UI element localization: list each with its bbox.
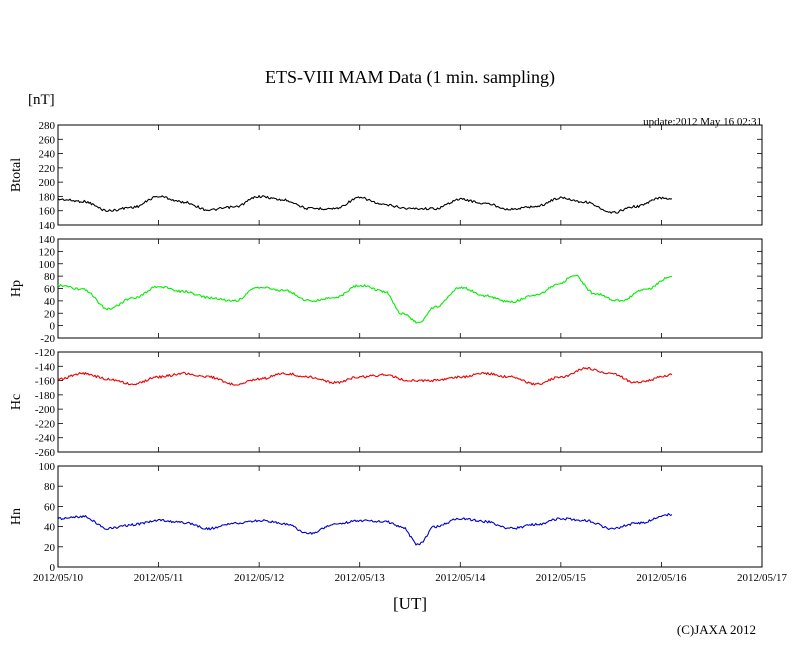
series-btotal [57,195,673,214]
chart-title: ETS-VIII MAM Data (1 min. sampling) [265,67,555,88]
y-tick-label: 80 [44,481,56,493]
y-tick-label: 280 [39,120,56,132]
x-axis-label: [UT] [393,594,427,613]
y-tick-label: 140 [39,220,56,232]
panel-label: Hp [9,280,24,297]
y-tick-label: 20 [44,308,56,320]
panel-frame [57,465,763,568]
unit-label: [nT] [28,92,55,108]
y-tick-label: -240 [35,433,56,445]
panel-hc: -120 -140 -160 -180 -200 -220 -240 -260 Hc [9,347,763,459]
panel-btotal: 280 260 240 220 200 180 160 140 Btotal [9,120,763,232]
y-tick-label: -180 [35,390,56,402]
series-hc [57,367,673,386]
y-tick-label: -200 [35,404,56,416]
y-tick-label: -160 [35,376,56,388]
x-tick-label: 2012/05/12 [234,572,284,584]
panel-label: Btotal [9,158,24,192]
y-tick-label: 60 [44,284,56,296]
x-tick-label: 2012/05/10 [33,572,84,584]
y-tick-label: -220 [35,418,56,430]
y-tick-label: 40 [44,296,56,308]
y-tick-label: 0 [50,562,56,574]
y-tick-label: -260 [35,447,56,459]
y-tick-label: 120 [39,246,56,258]
x-tick-label: 2012/05/17 [737,572,788,584]
panel-frame [57,351,763,453]
y-tick-label: 100 [39,461,56,473]
y-tick-label: 0 [50,321,56,333]
y-tick-label: 80 [44,271,56,283]
x-axis: 2012/05/10 2012/05/11 2012/05/12 2012/05/13… [33,572,788,584]
series-hp [57,274,673,324]
series-hn [57,513,673,546]
x-tick-label: 2012/05/11 [134,572,184,584]
panel-label: Hc [9,394,24,410]
y-tick-label: 160 [39,206,56,218]
y-tick-label: 140 [39,234,56,246]
x-tick-label: 2012/05/15 [536,572,587,584]
y-tick-label: 260 [39,134,56,146]
y-tick-label: 20 [44,542,56,554]
x-tick-label: 2012/05/14 [435,572,486,584]
panel-frame [57,124,763,226]
y-tick-label: 60 [44,501,56,513]
update-timestamp: update:2012 May 16 02:31 [643,116,762,128]
y-tick-label: 240 [39,149,56,161]
x-tick-label: 2012/05/13 [335,572,386,584]
panel-hn: 100 80 60 40 20 0 Hn [9,461,763,574]
x-tick-label: 2012/05/16 [636,572,687,584]
y-tick-label: -120 [35,347,56,359]
y-tick-label: 100 [39,259,56,271]
y-tick-label: 40 [44,522,56,534]
y-tick-label: 180 [39,191,56,203]
y-tick-label: 200 [39,177,56,189]
y-tick-label: 220 [39,163,56,175]
panels: 280260240220200180160140Btotal1401201008… [9,120,763,574]
y-tick-label: -140 [35,361,56,373]
y-tick-label: -20 [40,333,55,345]
copyright: (C)JAXA 2012 [677,622,756,637]
panel-label: Hn [9,508,24,525]
